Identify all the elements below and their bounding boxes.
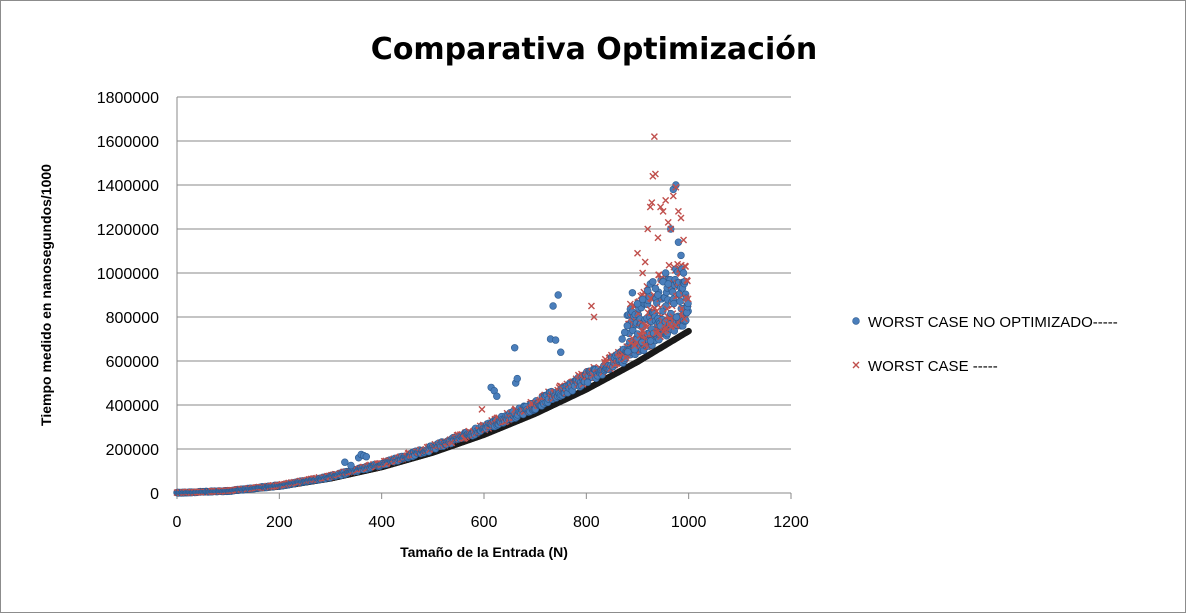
- red-x-point: [626, 300, 634, 308]
- red-x-point: [661, 326, 669, 334]
- blue-outlier-point: [664, 280, 672, 288]
- red-x-outlier-point: [677, 214, 685, 222]
- x-tick-label: 600: [471, 514, 498, 531]
- y-axis-label: Tiempo medido en nanosegundos/1000: [38, 164, 54, 426]
- blue-outlier-point: [511, 344, 519, 352]
- blue-point: [670, 299, 678, 308]
- blue-outlier-point: [677, 251, 685, 260]
- legend-marker-red: [852, 361, 860, 369]
- blue-outlier-point: [493, 392, 501, 400]
- blue-outlier-point: [341, 458, 349, 466]
- red-x-outlier-point: [672, 183, 680, 191]
- data-points: [173, 133, 692, 497]
- red-x-outlier-point: [654, 234, 662, 242]
- y-tick-label: 1000000: [97, 266, 159, 283]
- blue-outlier-point: [362, 453, 371, 461]
- blue-outlier-point: [651, 284, 660, 293]
- blue-point: [624, 348, 632, 356]
- y-tick-label: 1800000: [97, 90, 159, 107]
- blue-outlier-point: [347, 461, 355, 470]
- red-x-point: [639, 327, 647, 335]
- red-x-outlier-point: [674, 207, 682, 215]
- y-tick-label: 1200000: [97, 222, 159, 239]
- red-x-point: [680, 315, 688, 323]
- y-tick-label: 400000: [106, 398, 159, 415]
- x-tick-label: 200: [266, 514, 293, 531]
- blue-point: [646, 337, 655, 345]
- blue-outlier-point: [623, 322, 631, 330]
- red-x-outlier-point: [587, 302, 595, 310]
- blue-outlier-point: [649, 278, 657, 286]
- y-tick-label: 800000: [106, 310, 159, 327]
- y-axis-ticks: 0 200000 400000 600000 800000 1000000 1200000 1…: [97, 90, 159, 503]
- red-x-point: [665, 261, 673, 269]
- blue-outlier-point: [672, 181, 680, 189]
- red-x-point: [636, 331, 644, 339]
- red-x-outlier-point: [650, 133, 658, 141]
- legend-marker-blue: [852, 317, 860, 325]
- blue-outlier-point: [557, 348, 565, 356]
- y-tick-label: 200000: [106, 442, 159, 459]
- red-x-point: [667, 323, 675, 331]
- red-x-point: [672, 321, 680, 329]
- blue-outlier-point: [551, 336, 560, 344]
- x-tick-label: 800: [573, 514, 600, 531]
- red-x-outlier-point: [651, 170, 659, 178]
- x-tick-label: 400: [368, 514, 395, 531]
- x-tick-label: 1200: [773, 514, 809, 531]
- blue-outlier-point: [638, 295, 647, 304]
- red-x-outlier-point: [664, 218, 672, 226]
- blue-outlier-point: [679, 269, 688, 277]
- blue-outlier-point: [661, 269, 670, 277]
- legend-label-blue: WORST CASE NO OPTIMIZADO-----: [868, 314, 1118, 331]
- x-tick-label: 1000: [671, 514, 707, 531]
- blue-outlier-point: [633, 300, 642, 308]
- blue-point: [676, 297, 684, 306]
- red-x-outlier-point: [669, 192, 677, 200]
- red-x-outlier-point: [641, 258, 649, 266]
- x-axis-label: Tamaño de la Entrada (N): [400, 544, 568, 560]
- y-tick-label: 1400000: [97, 178, 159, 195]
- blue-outlier-point: [618, 335, 626, 343]
- red-x-outlier-point: [657, 203, 665, 211]
- red-x-outlier-point: [662, 196, 670, 204]
- red-x-outlier-point: [644, 225, 652, 233]
- red-x-outlier-point: [646, 203, 654, 211]
- red-x-outlier-point: [667, 225, 675, 233]
- red-x-point: [683, 277, 691, 285]
- blue-point: [672, 313, 681, 321]
- x-axis-ticks: 0 200 400 600 800 1000 1200: [173, 493, 809, 531]
- red-x-outlier-point: [639, 269, 647, 277]
- blue-outlier-point: [644, 286, 652, 295]
- grid-lines: [176, 96, 791, 494]
- blue-outlier-point: [628, 289, 637, 297]
- y-tick-label: 600000: [106, 354, 159, 371]
- red-x-outlier-point: [680, 236, 688, 244]
- blue-outlier-point: [654, 291, 662, 299]
- blue-outlier-point: [513, 374, 521, 383]
- x-tick-label: 0: [173, 514, 182, 531]
- red-x-point: [682, 262, 690, 270]
- red-x-outlier-point: [590, 313, 598, 321]
- red-x-outlier-point: [648, 199, 656, 207]
- chart-title: Comparativa Optimización: [371, 32, 817, 67]
- red-x-outlier-point: [478, 405, 486, 413]
- legend: WORST CASE NO OPTIMIZADO----- WORST CASE …: [852, 314, 1118, 375]
- blue-outlier-point: [621, 328, 629, 337]
- blue-outlier-point: [549, 302, 557, 310]
- red-x-point: [684, 295, 692, 303]
- red-x-outlier-point: [634, 249, 641, 257]
- blue-outlier-point: [554, 291, 562, 299]
- blue-point: [684, 299, 692, 308]
- y-tick-label: 1600000: [97, 134, 159, 151]
- dense-point: [685, 327, 692, 335]
- legend-label-red: WORST CASE -----: [868, 358, 998, 375]
- red-x-outlier-point: [659, 207, 667, 215]
- y-tick-label: 0: [150, 486, 159, 503]
